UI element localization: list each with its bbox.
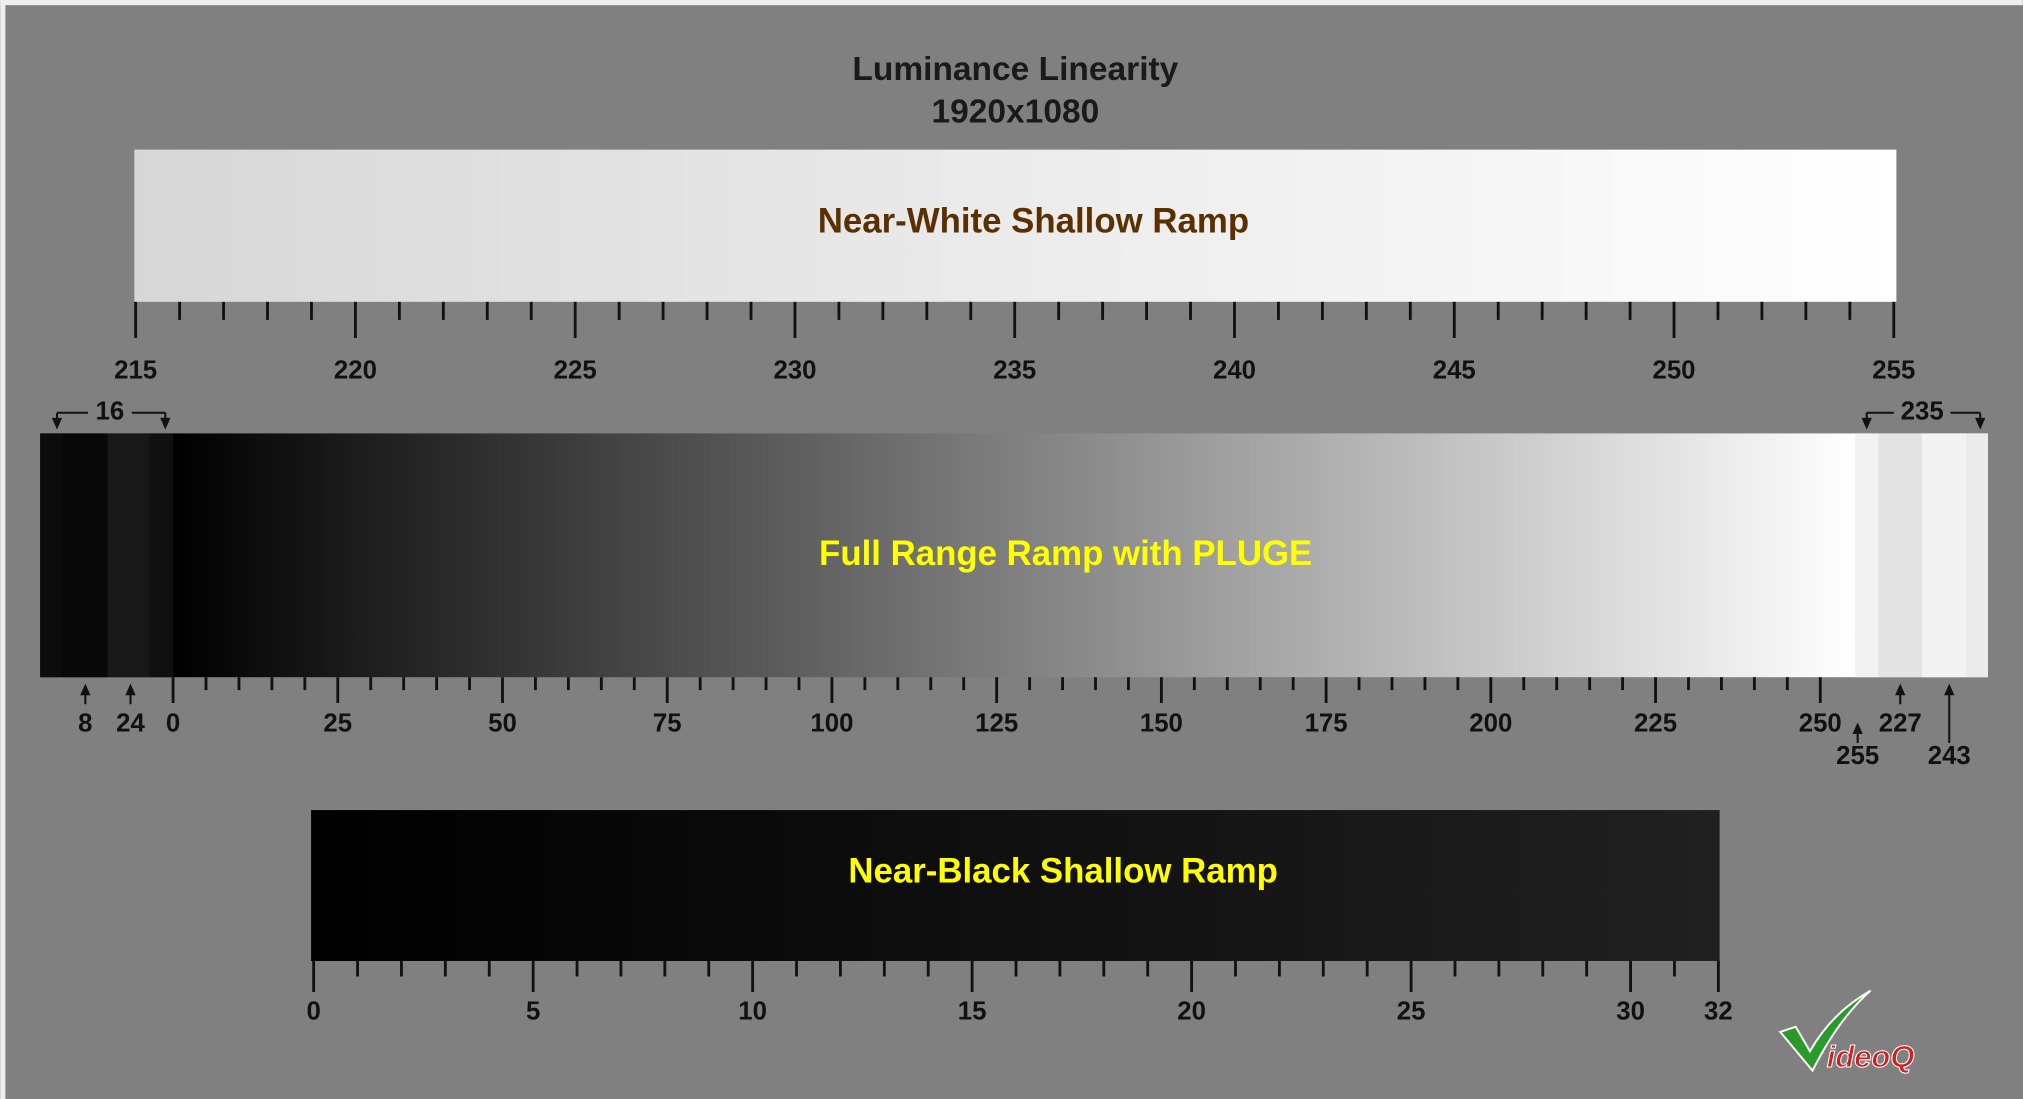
ramp-label: Near-White Shallow Ramp [818, 201, 1249, 240]
bracket [55, 411, 167, 426]
tick-label: 100 [810, 710, 853, 738]
tick-label: 200 [1469, 710, 1512, 738]
tick-label: 125 [975, 710, 1018, 738]
tick-label: 20 [1177, 997, 1206, 1025]
ramp-label: Full Range Ramp with PLUGE [819, 534, 1312, 573]
tick-label: 220 [334, 356, 377, 384]
tick-label: 32 [1704, 997, 1733, 1025]
subtitle: 1920x1080 [931, 93, 1099, 130]
tick-label: 50 [488, 710, 517, 738]
tick-label: 0 [306, 997, 320, 1025]
frame-top [0, 0, 2023, 6]
pluge-label: 16 [96, 398, 125, 426]
tick-label: 215 [114, 356, 157, 384]
pluge-bar [40, 433, 63, 678]
tick-label: 230 [773, 356, 816, 384]
tick-label: 150 [1140, 710, 1183, 738]
pluge-bar [107, 433, 150, 678]
tick-label: 250 [1799, 710, 1842, 738]
pluge-bar [1966, 433, 1988, 678]
tick-label: 75 [653, 710, 682, 738]
tick-label: 10 [738, 997, 767, 1025]
pluge-bar [149, 433, 174, 678]
near-white-ramp [134, 149, 1897, 302]
pluge-label: 8 [78, 710, 92, 738]
tick-label: 25 [323, 710, 352, 738]
tick-label: 0 [166, 710, 180, 738]
pluge-bar [1855, 433, 1879, 678]
near-black-ramp [311, 810, 1720, 961]
tick-label: 255 [1872, 356, 1915, 384]
tick-label: 15 [958, 997, 987, 1025]
tick-label: 30 [1616, 997, 1645, 1025]
pluge-bar [62, 433, 108, 678]
pluge-label: 24 [116, 710, 145, 738]
bracket [1865, 411, 1982, 426]
pluge-bar [1922, 433, 1967, 678]
title: Luminance Linearity [852, 51, 1178, 88]
full-range-ramp [40, 433, 1988, 678]
tick-label: 240 [1213, 356, 1256, 384]
tick-label: 175 [1305, 710, 1348, 738]
tick-label: 225 [554, 356, 597, 384]
pluge-label: 243 [1928, 742, 1971, 770]
pluge-label: 235 [1901, 398, 1944, 426]
tick-label: 25 [1397, 997, 1426, 1025]
pluge-label: 227 [1879, 710, 1922, 738]
tick-label: 5 [526, 997, 540, 1025]
tick-label: 225 [1634, 710, 1677, 738]
logo-text: ideoQ [1827, 1039, 1915, 1074]
pluge-label: 255 [1836, 742, 1879, 770]
tick-label: 245 [1433, 356, 1476, 384]
frame-left [0, 0, 6, 1099]
logo: ideoQ [1778, 989, 1915, 1075]
tick-label: 235 [993, 356, 1036, 384]
logo-check [1778, 989, 1872, 1073]
tick-label: 250 [1653, 356, 1696, 384]
ramp-label: Near-Black Shallow Ramp [848, 851, 1277, 890]
pluge-bar [1878, 433, 1923, 678]
